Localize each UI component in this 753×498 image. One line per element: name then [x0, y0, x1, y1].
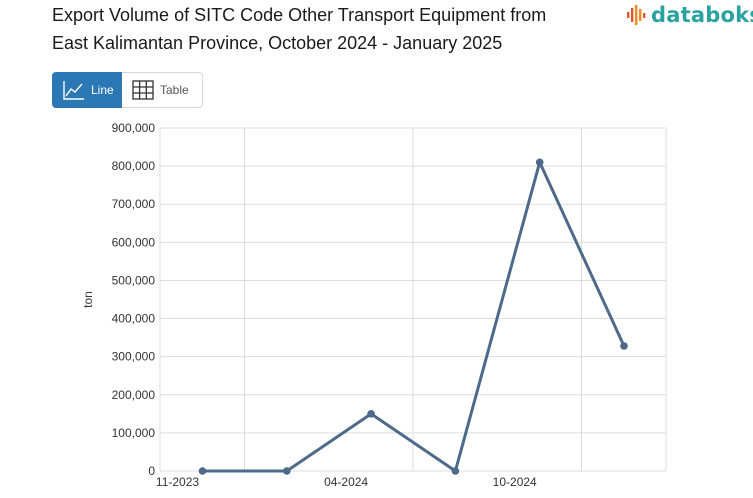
y-tick-label: 400,000	[112, 312, 156, 326]
data-point	[535, 158, 544, 167]
y-axis-label: ton	[81, 291, 95, 308]
y-tick-label: 300,000	[112, 350, 156, 364]
chart-title-line-1: Export Volume of SITC Code Other Transpo…	[52, 5, 547, 25]
data-point	[620, 342, 628, 350]
chart-title: Export Volume of SITC Code Other Transpo…	[52, 1, 612, 57]
y-tick-label: 500,000	[112, 273, 156, 287]
databoks-logo[interactable]: databoks	[626, 3, 753, 27]
data-point	[451, 467, 460, 475]
data-point	[367, 410, 375, 418]
y-tick-label: 200,000	[112, 388, 156, 402]
tab-table-label: Table	[160, 83, 189, 97]
logo-text: databoks	[651, 3, 753, 27]
chart-title-line-2: East Kalimantan Province, October 2024 -…	[52, 33, 503, 53]
tab-table[interactable]: Table	[122, 72, 203, 108]
y-tick-label: 900,000	[112, 121, 156, 135]
y-tick-label: 800,000	[112, 159, 156, 173]
grid-table-icon	[132, 80, 154, 100]
series-line	[202, 160, 626, 473]
y-tick-label: 0	[148, 464, 155, 478]
tab-line[interactable]: Line	[52, 72, 122, 108]
y-tick-label: 100,000	[112, 426, 156, 440]
y-tick-label: 700,000	[112, 197, 156, 211]
tab-line-label: Line	[91, 83, 114, 97]
bar-pulse-icon	[627, 5, 646, 25]
line-chart-icon	[63, 81, 84, 100]
x-tick-label: 04-2024	[324, 475, 368, 489]
x-tick-label: 10-2024	[493, 475, 537, 489]
view-tabs: Line Table	[52, 72, 203, 108]
y-tick-label: 600,000	[112, 235, 156, 249]
data-point	[198, 467, 207, 475]
x-tick-label: 11-2023	[156, 475, 199, 489]
data-point	[283, 467, 291, 475]
